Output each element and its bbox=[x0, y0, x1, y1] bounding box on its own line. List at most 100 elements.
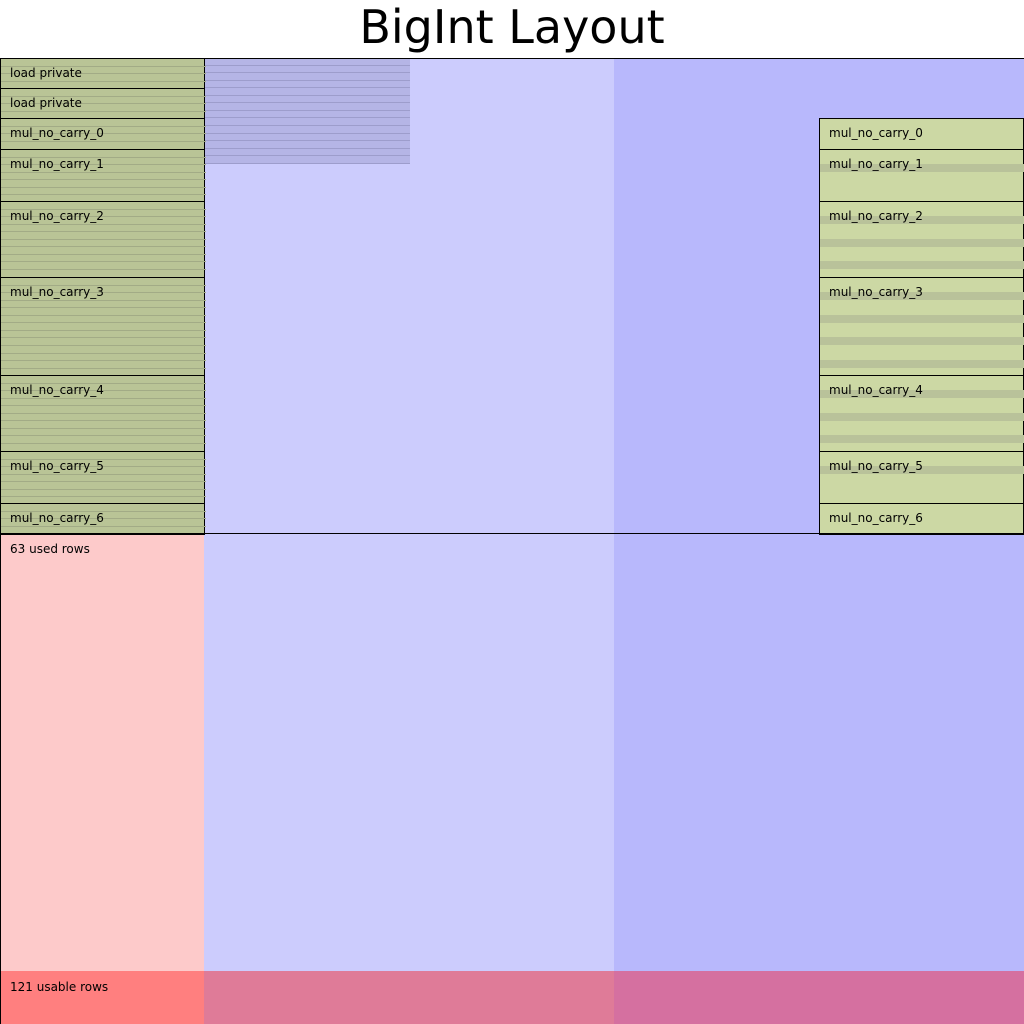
selector-enabled-row bbox=[820, 360, 1024, 368]
region-row-line bbox=[1, 157, 206, 158]
region-row-line bbox=[1, 133, 206, 134]
fixed-row-line bbox=[204, 65, 410, 66]
region-row-line bbox=[1, 459, 206, 460]
region-row-line bbox=[1, 103, 206, 104]
region-row-line bbox=[1, 383, 206, 384]
region-row-line bbox=[1, 322, 206, 323]
region-row-line bbox=[1, 269, 206, 270]
region-row-line bbox=[1, 443, 206, 444]
selector-region: mul_no_carry_2 bbox=[819, 201, 1024, 278]
region-row-line bbox=[1, 224, 206, 225]
region-label: mul_no_carry_4 bbox=[10, 383, 104, 397]
region-row-line bbox=[1, 518, 206, 519]
fixed-assigned-cells bbox=[204, 58, 410, 164]
region-row-line bbox=[1, 307, 206, 308]
region-row-line bbox=[1, 466, 206, 467]
region-label: load private bbox=[10, 96, 82, 110]
region-row-line bbox=[1, 194, 206, 195]
region-row-line bbox=[1, 292, 206, 293]
advice-region: mul_no_carry_6 bbox=[0, 503, 206, 535]
region-label: mul_no_carry_2 bbox=[10, 209, 104, 223]
region-row-line bbox=[1, 435, 206, 436]
advice-region: mul_no_carry_1 bbox=[0, 149, 206, 202]
region-row-line bbox=[1, 390, 206, 391]
fixed-row-line bbox=[204, 95, 410, 96]
region-row-line bbox=[1, 337, 206, 338]
fixed-row-line bbox=[204, 148, 410, 149]
region-row-line bbox=[1, 246, 206, 247]
used-rows-label: 63 used rows bbox=[10, 542, 90, 556]
selector-enabled-row bbox=[820, 315, 1024, 323]
fixed-row-line bbox=[204, 72, 410, 73]
selector-enabled-row bbox=[820, 164, 1024, 172]
region-row-line bbox=[1, 261, 206, 262]
region-row-line bbox=[1, 141, 206, 142]
region-row-line bbox=[1, 254, 206, 255]
region-label: mul_no_carry_3 bbox=[829, 285, 923, 299]
selector-enabled-row bbox=[820, 413, 1024, 421]
used-rows-boundary bbox=[0, 533, 1024, 534]
region-label: load private bbox=[10, 66, 82, 80]
region-row-line bbox=[1, 398, 206, 399]
region-row-line bbox=[1, 511, 206, 512]
advice-region: load private bbox=[0, 88, 206, 119]
advice-region: mul_no_carry_3 bbox=[0, 277, 206, 376]
region-label: mul_no_carry_6 bbox=[10, 511, 104, 525]
region-row-line bbox=[1, 353, 206, 354]
region-row-line bbox=[1, 489, 206, 490]
fixed-row-line bbox=[204, 110, 410, 111]
fixed-row-line bbox=[204, 80, 410, 81]
region-label: mul_no_carry_4 bbox=[829, 383, 923, 397]
fixed-row-line bbox=[204, 125, 410, 126]
region-row-line bbox=[1, 239, 206, 240]
advice-region: mul_no_carry_2 bbox=[0, 201, 206, 278]
unusable-rows-advice bbox=[0, 971, 204, 1024]
region-row-line bbox=[1, 315, 206, 316]
region-row-line bbox=[1, 496, 206, 497]
fixed-row-line bbox=[204, 117, 410, 118]
region-row-line bbox=[1, 126, 206, 127]
fixed-row-line bbox=[204, 163, 410, 164]
region-row-line bbox=[1, 526, 206, 527]
region-row-line bbox=[1, 428, 206, 429]
region-label: mul_no_carry_3 bbox=[10, 285, 104, 299]
selector-region: mul_no_carry_6 bbox=[819, 503, 1024, 535]
usable-rows-label: 121 usable rows bbox=[10, 980, 109, 994]
region-row-line bbox=[1, 481, 206, 482]
advice-region: load private bbox=[0, 58, 206, 89]
selector-enabled-row bbox=[820, 466, 1024, 474]
region-row-line bbox=[1, 360, 206, 361]
advice-region: mul_no_carry_4 bbox=[0, 375, 206, 452]
region-row-line bbox=[1, 231, 206, 232]
region-row-line bbox=[1, 368, 206, 369]
region-label: mul_no_carry_2 bbox=[829, 209, 923, 223]
region-row-line bbox=[1, 413, 206, 414]
region-label: mul_no_carry_6 bbox=[829, 511, 923, 525]
region-label: mul_no_carry_1 bbox=[10, 157, 104, 171]
selector-enabled-row bbox=[820, 390, 1024, 398]
advice-region: mul_no_carry_5 bbox=[0, 451, 206, 504]
region-row-line bbox=[1, 164, 206, 165]
selector-enabled-row bbox=[820, 216, 1024, 224]
fixed-row-line bbox=[204, 155, 410, 156]
region-row-line bbox=[1, 216, 206, 217]
advice-region: mul_no_carry_0 bbox=[0, 118, 206, 150]
page-title: BigInt Layout bbox=[359, 0, 665, 54]
region-label: mul_no_carry_5 bbox=[10, 459, 104, 473]
selector-region: mul_no_carry_1 bbox=[819, 149, 1024, 202]
fixed-row-line bbox=[204, 87, 410, 88]
fixed-column bbox=[204, 58, 614, 1024]
region-row-line bbox=[1, 474, 206, 475]
region-row-line bbox=[1, 285, 206, 286]
region-row-line bbox=[1, 187, 206, 188]
selector-enabled-row bbox=[820, 239, 1024, 247]
selector-region: mul_no_carry_3 bbox=[819, 277, 1024, 376]
region-row-line bbox=[1, 405, 206, 406]
unusable-rows-selector bbox=[614, 971, 1024, 1024]
selector-enabled-row bbox=[820, 435, 1024, 443]
region-label: mul_no_carry_5 bbox=[829, 459, 923, 473]
selector-enabled-row bbox=[820, 337, 1024, 345]
region-row-line bbox=[1, 66, 206, 67]
selector-region: mul_no_carry_4 bbox=[819, 375, 1024, 452]
